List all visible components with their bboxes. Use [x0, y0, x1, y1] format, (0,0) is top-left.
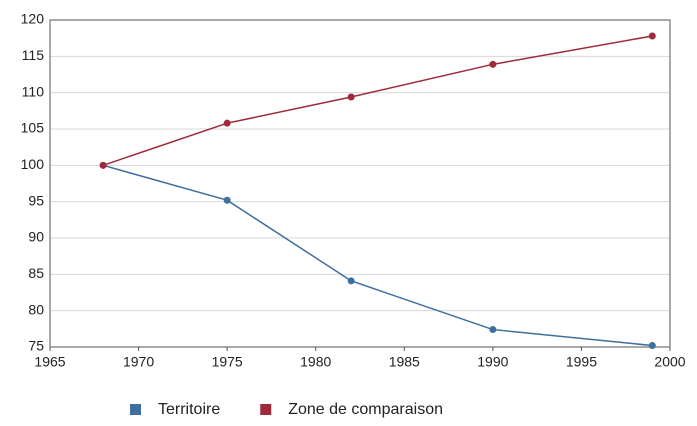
legend-swatch	[130, 404, 141, 415]
x-tick-label: 1980	[300, 354, 331, 370]
data-point	[99, 161, 107, 169]
x-tick-label: 1975	[212, 354, 243, 370]
data-point	[223, 196, 231, 204]
legend-label: Territoire	[158, 401, 220, 418]
legend-swatch	[260, 404, 272, 415]
data-point	[648, 342, 656, 350]
plot-frame	[49, 19, 671, 348]
y-tick-label: 105	[21, 120, 45, 136]
x-tick-label: 1985	[389, 354, 420, 370]
y-tick-label: 90	[28, 229, 44, 245]
x-tick-label: 1965	[34, 354, 65, 370]
series-line	[102, 35, 653, 167]
y-tick-label: 75	[28, 338, 44, 354]
y-tick-label: 115	[22, 47, 45, 63]
x-tick-label: 1970	[123, 354, 154, 370]
data-point	[489, 60, 497, 68]
y-tick-label: 110	[22, 83, 45, 99]
x-tick-label: 1995	[566, 354, 597, 370]
data-point	[347, 93, 355, 101]
y-tick-label: 85	[28, 265, 44, 281]
data-point	[347, 277, 355, 285]
y-tick-label: 80	[28, 301, 44, 317]
y-tick-label: 95	[28, 192, 44, 208]
series-line	[102, 164, 653, 347]
legend-label: Zone de comparaison	[288, 401, 443, 418]
x-tick-label: 2000	[654, 354, 685, 370]
y-tick-label: 120	[21, 11, 45, 27]
x-tick-label: 1990	[477, 354, 508, 370]
data-point	[223, 119, 231, 127]
data-point	[648, 32, 656, 40]
data-point	[489, 326, 497, 334]
y-tick-label: 100	[21, 156, 45, 172]
